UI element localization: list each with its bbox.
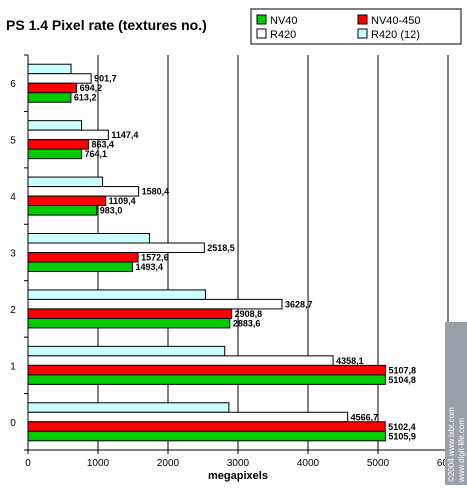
- x-tick-label: 3000: [227, 458, 250, 469]
- y-tick-label: 1: [10, 361, 16, 372]
- bar: [27, 139, 89, 150]
- legend-swatch: [256, 28, 267, 39]
- data-label: 694,2: [80, 83, 103, 93]
- legend-swatch: [357, 14, 368, 25]
- x-axis-title: megapixels: [208, 470, 268, 482]
- bar: [27, 186, 140, 197]
- data-label: 901,7: [94, 74, 117, 84]
- bar: [27, 345, 226, 357]
- bar: [27, 120, 83, 131]
- legend: NV40 NV40-450 R420 R420 (12): [250, 8, 462, 45]
- watermark: ©2004 www.ixbt.com www.digit-life.com: [445, 322, 467, 485]
- data-label: 613,2: [74, 93, 97, 103]
- data-label: 4566,7: [351, 412, 379, 422]
- legend-swatch: [357, 28, 368, 39]
- data-label: 3628,7: [285, 299, 313, 309]
- data-label: 1147,4: [111, 130, 138, 140]
- y-tick-label: 4: [10, 192, 16, 203]
- data-label: 1109,4: [109, 196, 136, 206]
- bar: [27, 421, 386, 432]
- data-label: 5107,8: [389, 365, 417, 375]
- y-tick-label: 6: [10, 79, 16, 90]
- bar: [27, 402, 230, 413]
- bar: [27, 176, 104, 188]
- bar: [27, 82, 78, 94]
- legend-box: [250, 8, 462, 45]
- data-label: 1572,6: [141, 253, 169, 263]
- data-label: 1580,4: [142, 187, 170, 197]
- legend-swatch: [256, 14, 267, 25]
- data-label: 764,1: [84, 149, 107, 159]
- x-tick-label: 5000: [367, 458, 390, 469]
- bar: [27, 242, 205, 253]
- bar: [27, 129, 109, 141]
- x-tick-label: 2000: [157, 458, 180, 469]
- x-tick-label: 1000: [87, 458, 110, 469]
- bar: [27, 289, 206, 300]
- bar: [27, 73, 92, 84]
- bar: [27, 317, 231, 329]
- x-tick-label: 4000: [297, 458, 320, 469]
- data-label: 4358,1: [336, 356, 364, 366]
- bar: [27, 411, 349, 423]
- legend-label: NV40: [270, 15, 298, 27]
- bar: [27, 205, 98, 216]
- bar: [27, 364, 387, 376]
- bar: [27, 308, 233, 319]
- data-label: 863,4: [91, 140, 114, 150]
- bar: [27, 92, 72, 103]
- data-label: 1493,4: [136, 262, 164, 272]
- bar: [27, 355, 334, 366]
- x-tick-label: 0: [25, 458, 31, 469]
- bar: [27, 148, 82, 160]
- legend-label: R420: [270, 29, 296, 41]
- data-label: 5102,4: [388, 422, 416, 432]
- legend-label: R420 (12): [371, 29, 420, 41]
- bar: [27, 261, 134, 272]
- y-tick-label: 0: [10, 418, 16, 429]
- bar: [27, 430, 386, 442]
- bar: [27, 252, 139, 263]
- bar: [27, 374, 386, 385]
- bar: [27, 298, 283, 310]
- legend-label: NV40-450: [371, 15, 421, 27]
- bar: [27, 63, 72, 75]
- y-tick-label: 5: [10, 136, 16, 147]
- watermark-line-1: ©2004 www.ixbt.com: [447, 407, 456, 482]
- data-label: 2518,5: [207, 243, 235, 253]
- watermark-line-2: www.digit-life.com: [457, 418, 466, 483]
- data-label: 5104,8: [388, 375, 416, 385]
- data-label: 2908,8: [235, 309, 263, 319]
- data-label: 983,0: [100, 206, 123, 216]
- y-tick-label: 3: [10, 249, 16, 260]
- chart-title: PS 1.4 Pixel rate (textures no.): [6, 17, 207, 33]
- bar: [27, 233, 150, 244]
- bar: [27, 195, 107, 207]
- y-tick-label: 2: [10, 305, 16, 316]
- plot-area: 01000200030004000500060006901,7694,2613,…: [10, 54, 460, 469]
- data-label: 2883,6: [233, 318, 261, 328]
- data-label: 5105,9: [388, 431, 416, 441]
